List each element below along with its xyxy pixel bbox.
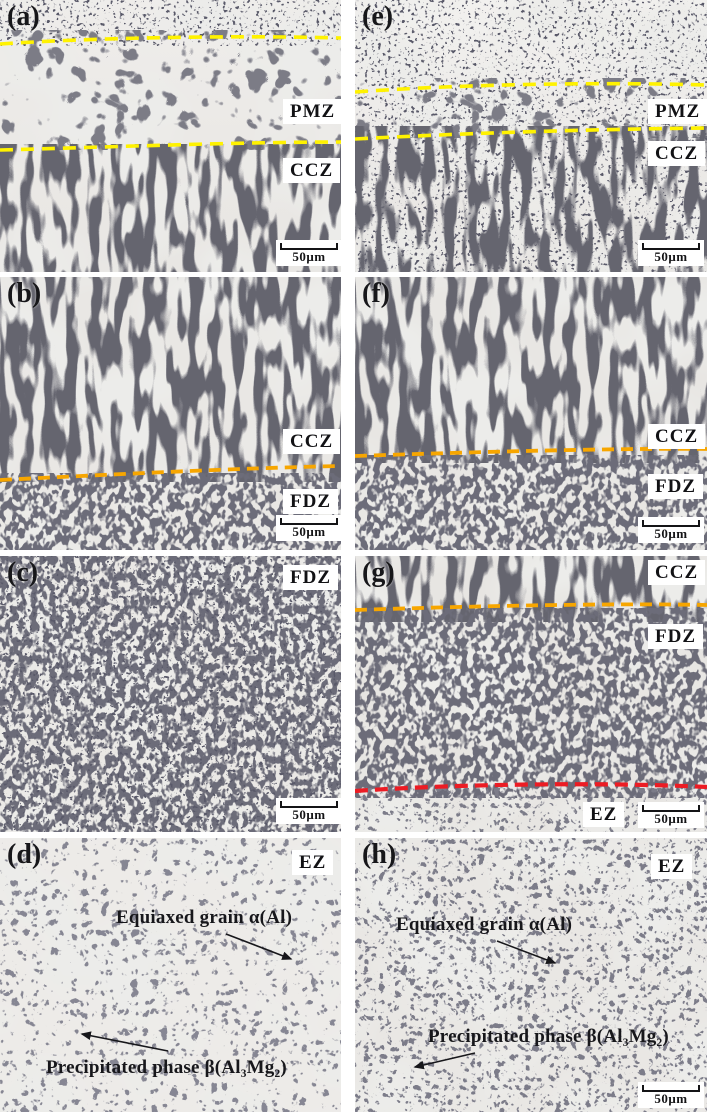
zone-label-ez: EZ (292, 850, 334, 875)
scale-bar-label: 50μm (654, 248, 688, 264)
panel-h-letter: (h) (362, 839, 397, 870)
panel-b: (b) CCZ FDZ 50μm (0, 277, 341, 550)
equiaxed-grain-annotation: Equiaxed grain α(Al) (116, 907, 293, 928)
panel-c-letter: (c) (7, 557, 39, 588)
scale-bar: 50μm (276, 515, 341, 541)
scale-bar-bracket (280, 242, 338, 250)
zone-label-ccz: CCZ (283, 429, 341, 454)
micrograph-e (355, 0, 707, 272)
scale-bar: 50μm (276, 798, 341, 824)
scale-bar-bracket (642, 1084, 700, 1092)
zone-label-fdz: FDZ (283, 565, 338, 590)
micrograph-b (0, 277, 341, 550)
scale-bar-bracket (642, 804, 700, 812)
pmz-ccz-boundary-line (355, 126, 707, 141)
precipitated-phase-annotation: Precipitated phase β(Al₃Mg₂) (46, 1057, 287, 1078)
micrograph-h (355, 838, 707, 1112)
micrograph-g (355, 556, 707, 832)
panel-g: (g) CCZ FDZ EZ 50μm (355, 556, 707, 832)
micrograph-d (0, 838, 341, 1112)
scale-bar: 50μm (638, 240, 704, 266)
scale-bar-label: 50μm (654, 1090, 688, 1106)
micrograph-a (0, 0, 341, 272)
panel-h: (h) EZ Equiaxed grain α(Al) Precipitated… (355, 838, 707, 1112)
scale-bar-label: 50μm (654, 525, 688, 541)
pmz-ccz-boundary-line (0, 140, 341, 152)
zone-label-pmz: PMZ (283, 99, 341, 124)
precipitated-phase-arrow (80, 1031, 169, 1052)
zone-label-ez: EZ (651, 854, 693, 879)
scale-bar-label: 50μm (292, 806, 326, 822)
equiaxed-grain-arrow (496, 940, 557, 964)
precipitated-phase-annotation: Precipitated phase β(Al₃Mg₂) (428, 1026, 669, 1047)
scale-bar: 50μm (638, 517, 704, 543)
panel-e: (e) PMZ CCZ 50μm (355, 0, 707, 272)
pmz-upper-boundary-line (355, 81, 707, 94)
panel-e-letter: (e) (362, 1, 394, 32)
equiaxed-grain-annotation: Equiaxed grain α(Al) (396, 914, 573, 935)
zone-label-ccz: CCZ (283, 158, 341, 183)
scale-bar: 50μm (276, 240, 341, 266)
zone-label-fdz: FDZ (648, 624, 703, 649)
ccz-fdz-boundary-line (355, 602, 707, 612)
precipitated-phase-arrow (413, 1052, 476, 1070)
micrograph-f (355, 277, 707, 550)
zone-label-pmz: PMZ (648, 99, 707, 124)
ccz-fdz-boundary-line (0, 464, 341, 482)
pmz-upper-boundary-line (0, 35, 341, 46)
fdz-ez-boundary-line (355, 782, 707, 794)
micrograph-c (0, 556, 341, 832)
equiaxed-grain-arrow (225, 933, 293, 960)
panel-f-letter: (f) (362, 278, 390, 309)
panel-d-letter: (d) (7, 839, 42, 870)
zone-label-ez: EZ (583, 802, 625, 827)
panel-d: (d) EZ Equiaxed grain α(Al) Precipitated… (0, 838, 341, 1112)
panel-a: (a) PMZ CCZ 50μm (0, 0, 341, 272)
panel-g-letter: (g) (362, 557, 395, 588)
scale-bar-bracket (280, 517, 338, 525)
panel-c: (c) FDZ 50μm (0, 556, 341, 832)
panel-a-letter: (a) (7, 1, 40, 32)
panel-b-letter: (b) (7, 278, 42, 309)
zone-label-ccz: CCZ (648, 560, 706, 585)
scale-bar-label: 50μm (292, 523, 326, 539)
zone-label-fdz: FDZ (283, 489, 338, 514)
scale-bar-bracket (642, 519, 700, 527)
zone-label-ccz: CCZ (648, 141, 706, 166)
scale-bar: 50μm (638, 802, 704, 828)
scale-bar-bracket (642, 242, 700, 250)
scale-bar-bracket (280, 800, 338, 808)
scale-bar-label: 50μm (292, 248, 326, 264)
zone-label-ccz: CCZ (648, 424, 706, 449)
panel-f: (f) CCZ FDZ 50μm (355, 277, 707, 550)
zone-label-fdz: FDZ (648, 474, 703, 499)
scale-bar: 50μm (638, 1082, 704, 1108)
scale-bar-label: 50μm (654, 810, 688, 826)
